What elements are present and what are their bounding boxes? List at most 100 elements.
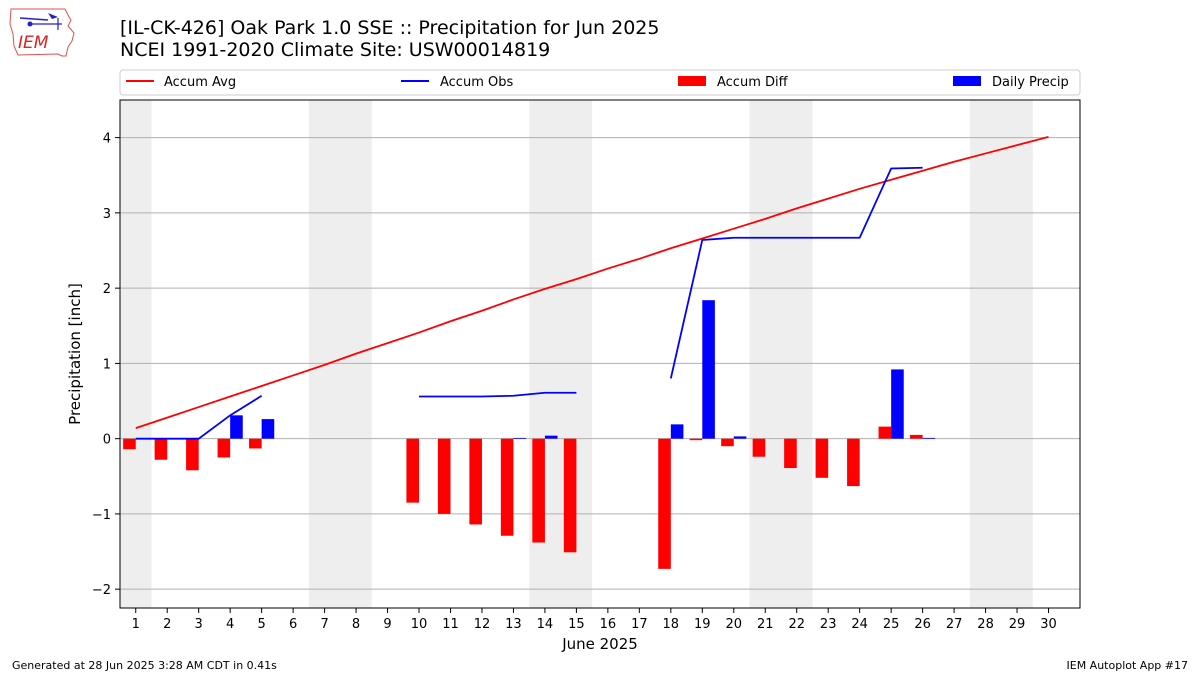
accum-diff-bar (658, 438, 671, 569)
x-tick-label: 10 (411, 617, 428, 632)
accum-diff-bar (689, 438, 703, 441)
accum-diff-bar (878, 426, 892, 439)
accum-diff-bars (123, 426, 923, 569)
x-tick-label: 9 (383, 617, 391, 632)
accum-diff-bar (563, 438, 577, 553)
legend-label-accum-diff: Accum Diff (717, 75, 789, 90)
daily-precip-bar (702, 300, 715, 439)
legend-swatch-accum-diff (678, 76, 706, 86)
x-tick-label: 1 (132, 617, 140, 632)
x-tick-label: 7 (320, 617, 328, 632)
daily-precip-bar (230, 415, 243, 439)
logo-text: IEM (18, 33, 49, 53)
x-tick-label: 13 (505, 617, 522, 632)
x-tick-label: 11 (442, 617, 459, 632)
accum-diff-bar (910, 434, 923, 439)
accum-obs-series-line (135, 395, 263, 440)
accum-avg-series-line (135, 136, 1049, 429)
chart-title: [IL-CK-426] Oak Park 1.0 SSE :: Precipit… (120, 17, 659, 61)
plot-frame (119, 99, 1081, 609)
x-tick-label: 21 (757, 617, 774, 632)
daily-precip-bar (670, 424, 684, 439)
legend-swatch-daily-precip (953, 76, 981, 86)
weekend-band (749, 100, 813, 608)
accum-diff-bar (249, 438, 262, 449)
legend-box (119, 69, 1081, 96)
y-tick-label: 4 (103, 132, 111, 147)
accum-diff-bar (500, 438, 514, 536)
legend-label-accum-avg: Accum Avg (164, 75, 236, 90)
x-tick-label: 29 (1009, 617, 1026, 632)
weekend-band (969, 100, 1033, 608)
x-tick-label: 17 (631, 617, 648, 632)
x-tick-label: 6 (289, 617, 297, 632)
accum-diff-bar (721, 438, 734, 447)
accum-diff-bar (469, 438, 482, 525)
y-tick-label: −1 (92, 508, 111, 523)
accum-diff-bar (437, 438, 451, 514)
weekend-shading (120, 100, 1033, 608)
accum-diff-bar (123, 438, 136, 450)
x-tick-label: 28 (977, 617, 994, 632)
y-tick-label: 3 (103, 207, 111, 222)
x-tick-label: 19 (694, 617, 711, 632)
x-tick-label: 30 (1040, 617, 1057, 632)
wind-flag-shape (48, 13, 58, 19)
daily-precip-bar (922, 437, 936, 439)
x-tick-label: 22 (788, 617, 805, 632)
legend-label-accum-obs: Accum Obs (440, 75, 513, 90)
footer-app-text: IEM Autoplot App #17 (1066, 659, 1189, 672)
accum-diff-bar (186, 438, 199, 471)
x-tick-label: 4 (226, 617, 234, 632)
y-tick-label: 1 (103, 357, 111, 372)
x-tick-label: 24 (851, 617, 868, 632)
y-tick-label: 0 (103, 433, 111, 448)
x-tick-label: 16 (600, 617, 617, 632)
accum-avg-line (135, 136, 1049, 429)
accum-obs-series-line (419, 391, 577, 398)
weekend-band (120, 100, 152, 608)
wind-line-shape (19, 17, 49, 21)
x-tick-label: 15 (568, 617, 585, 632)
title-line-2: NCEI 1991-2020 Climate Site: USW00014819 (120, 39, 551, 61)
daily-precip-bar (891, 369, 904, 439)
x-axis-label: June 2025 (561, 635, 638, 653)
y-tick-label: 2 (103, 282, 111, 297)
accum-diff-bar (847, 438, 860, 487)
x-tick-label: 20 (725, 617, 742, 632)
accum-diff-bar (406, 438, 420, 503)
station-line-shape (28, 18, 62, 30)
gridlines (120, 137, 1080, 590)
daily-precip-bars (230, 300, 936, 439)
daily-precip-bar (513, 437, 527, 439)
x-tick-label: 27 (946, 617, 963, 632)
daily-precip-bar (733, 436, 747, 439)
iem-logo: IEM (8, 6, 80, 60)
daily-precip-bar (261, 419, 275, 439)
iowa-state-logo-graphic: IEM (9, 8, 75, 57)
x-tick-label: 2 (163, 617, 171, 632)
x-tick-label: 25 (883, 617, 900, 632)
accum-obs-line (135, 166, 923, 440)
legend: Accum Avg Accum Obs Accum Diff Daily Pre… (119, 69, 1081, 96)
weekend-band (308, 100, 372, 608)
y-tick-label: −2 (92, 583, 111, 598)
accum-diff-bar (784, 438, 797, 469)
legend-label-daily-precip: Daily Precip (992, 75, 1069, 90)
accum-diff-bar (752, 438, 766, 457)
accum-diff-bar (815, 438, 829, 478)
accum-diff-bar (154, 438, 168, 460)
x-tick-label: 3 (195, 617, 203, 632)
y-axis: −2 −1 0 1 2 3 4 (92, 132, 120, 598)
x-axis: 1 2 3 4 5 6 7 8 9 10 11 12 13 14 15 16 17 18 19 20 21 22 23 24 2… (132, 608, 1057, 632)
x-tick-label: 8 (352, 617, 360, 632)
accum-diff-bar (532, 438, 545, 543)
x-tick-label: 14 (537, 617, 554, 632)
x-tick-label: 23 (820, 617, 837, 632)
x-tick-label: 5 (257, 617, 265, 632)
x-tick-label: 18 (663, 617, 680, 632)
accum-diff-bar (217, 438, 231, 458)
x-tick-label: 12 (474, 617, 491, 632)
title-line-1: [IL-CK-426] Oak Park 1.0 SSE :: Precipit… (120, 17, 660, 39)
